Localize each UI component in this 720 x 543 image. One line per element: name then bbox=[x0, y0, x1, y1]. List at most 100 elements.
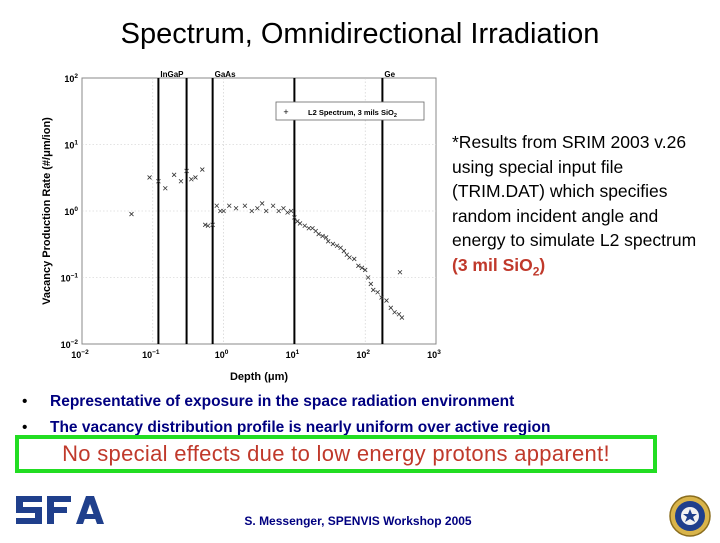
x-tick-label: 100 bbox=[215, 349, 229, 360]
seal-icon bbox=[669, 495, 711, 537]
data-point bbox=[270, 203, 276, 209]
data-point-stroke bbox=[129, 211, 134, 217]
bullet-item: • The vacancy distribution profile is nea… bbox=[22, 415, 712, 441]
data-point bbox=[129, 211, 134, 217]
data-point-stroke bbox=[362, 267, 368, 273]
data-point bbox=[368, 281, 374, 287]
layer-label: Ge bbox=[384, 70, 395, 79]
data-point bbox=[375, 289, 380, 295]
data-point-stroke bbox=[306, 225, 312, 231]
data-point-stroke bbox=[388, 305, 394, 311]
data-point bbox=[397, 269, 403, 275]
simulation-note: *Results from SRIM 2003 v.26 using speci… bbox=[452, 130, 714, 284]
y-axis-label: Vacancy Production Rate (#/μm/ion) bbox=[41, 117, 53, 305]
data-point bbox=[306, 225, 312, 231]
data-point bbox=[392, 309, 397, 315]
data-point bbox=[218, 208, 223, 214]
data-point bbox=[379, 295, 384, 300]
navy-seal bbox=[668, 494, 712, 543]
data-point-stroke bbox=[344, 252, 350, 258]
data-point-stroke bbox=[396, 311, 402, 317]
data-point-stroke bbox=[218, 208, 223, 214]
data-point bbox=[388, 305, 394, 311]
data-point-stroke bbox=[365, 275, 371, 280]
x-tick-label: 10−1 bbox=[142, 349, 160, 360]
data-point bbox=[276, 208, 281, 214]
data-point bbox=[263, 208, 269, 214]
data-point-stroke bbox=[397, 269, 403, 275]
data-point-stroke bbox=[285, 210, 290, 215]
data-point bbox=[214, 203, 220, 209]
data-point-stroke bbox=[392, 309, 397, 315]
data-point-stroke bbox=[242, 203, 248, 209]
data-point bbox=[365, 275, 371, 280]
data-point-stroke bbox=[178, 178, 184, 184]
data-point-stroke bbox=[295, 219, 300, 224]
data-point-stroke bbox=[276, 208, 281, 214]
data-point bbox=[356, 263, 361, 269]
y-tick-label: 101 bbox=[64, 140, 78, 151]
data-point-stroke bbox=[210, 222, 215, 228]
footer-credit: S. Messenger, SPENVIS Workshop 2005 bbox=[244, 514, 472, 528]
x-tick-label: 10−2 bbox=[71, 349, 89, 360]
data-point-stroke bbox=[233, 205, 239, 211]
data-point bbox=[249, 208, 255, 214]
data-point bbox=[255, 205, 260, 211]
data-point-stroke bbox=[171, 172, 177, 178]
data-point-stroke bbox=[288, 208, 294, 214]
data-point-stroke bbox=[200, 167, 205, 172]
data-point bbox=[320, 233, 325, 239]
data-point-stroke bbox=[184, 168, 189, 174]
data-point bbox=[202, 222, 208, 228]
data-point bbox=[285, 210, 290, 215]
data-point-stroke bbox=[281, 205, 286, 211]
data-point-stroke bbox=[323, 235, 329, 240]
data-point-stroke bbox=[399, 315, 405, 320]
data-point-stroke bbox=[359, 265, 365, 271]
data-point-stroke bbox=[255, 205, 260, 211]
data-point-stroke bbox=[292, 215, 297, 220]
data-point-stroke bbox=[370, 287, 376, 293]
data-point bbox=[288, 208, 294, 214]
data-point bbox=[210, 222, 215, 228]
data-point bbox=[334, 243, 340, 249]
data-point-stroke bbox=[147, 175, 152, 180]
data-point bbox=[162, 185, 168, 191]
data-point-stroke bbox=[310, 225, 315, 231]
x-tick-label: 102 bbox=[356, 349, 370, 360]
data-point-stroke bbox=[368, 281, 374, 287]
data-point bbox=[147, 175, 152, 180]
bullet-list: • Representative of exposure in the space… bbox=[22, 389, 712, 441]
conclusion-callout: No special effects due to low energy pro… bbox=[15, 435, 657, 473]
bullet-item: • Representative of exposure in the space… bbox=[22, 389, 712, 415]
data-point-stroke bbox=[320, 233, 325, 239]
legend-marker: + bbox=[283, 107, 288, 117]
data-point bbox=[341, 248, 347, 254]
data-point-stroke bbox=[221, 208, 226, 214]
data-point bbox=[330, 241, 336, 247]
data-point-stroke bbox=[379, 295, 384, 300]
vacancy-rate-chart: 10−2 10−1 100 101 102 103 10−2 10−1 100 101 102 In… bbox=[36, 66, 446, 388]
data-point-stroke bbox=[189, 176, 194, 182]
data-point-stroke bbox=[334, 243, 340, 249]
y-tick-label: 100 bbox=[64, 206, 78, 217]
data-point bbox=[297, 221, 303, 226]
layer-label: InGaP bbox=[160, 70, 184, 79]
layer-label: GaAs bbox=[215, 70, 236, 79]
data-point-stroke bbox=[316, 231, 321, 237]
data-point-stroke bbox=[375, 289, 380, 295]
data-point bbox=[323, 235, 329, 240]
data-point bbox=[221, 208, 226, 214]
data-point-stroke bbox=[325, 239, 331, 244]
data-point-stroke bbox=[313, 228, 318, 234]
data-point bbox=[347, 255, 352, 260]
data-point bbox=[325, 239, 331, 244]
data-point-stroke bbox=[384, 298, 389, 303]
data-point bbox=[226, 203, 232, 209]
data-point bbox=[189, 176, 194, 182]
data-point-stroke bbox=[226, 203, 232, 209]
data-point bbox=[171, 172, 177, 178]
x-axis-label: Depth (μm) bbox=[230, 371, 288, 383]
data-point-stroke bbox=[351, 256, 357, 262]
data-point bbox=[184, 168, 189, 174]
